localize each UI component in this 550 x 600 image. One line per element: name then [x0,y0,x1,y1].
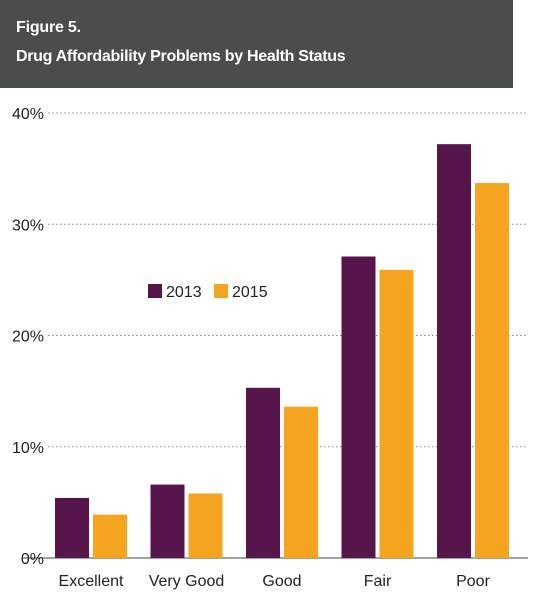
y-axis-ticks: 0% 10% 20% 30% 40% [12,106,44,568]
y-tick-label: 40% [12,106,44,123]
x-tick-label: Fair [364,573,392,590]
bar-2015-excellent [93,514,127,558]
x-tick-label: Excellent [59,573,124,590]
legend: 2013 2015 [148,284,268,301]
bar-2013-poor [437,144,471,558]
legend-label: 2015 [232,284,268,301]
figure-label: Figure 5. [16,19,81,36]
bar-2015-very-good [188,493,223,558]
x-axis-ticks: Excellent Very Good Good Fair Poor [59,573,491,590]
y-tick-label: 10% [12,440,44,457]
legend-label: 2013 [166,284,202,301]
y-tick-label: 30% [12,217,44,234]
bar-2015-fair [379,269,414,558]
y-tick-label: 20% [12,329,44,346]
bar-2013-fair [341,256,376,558]
legend-swatch-2013 [148,284,162,298]
x-tick-label: Good [262,573,301,590]
legend-swatch-2015 [214,284,228,298]
bar-2013-good [246,387,280,558]
bars [55,144,509,558]
figure-header: Figure 5. Drug Affordability Problems by… [0,0,513,88]
x-tick-label: Very Good [149,573,225,590]
x-tick-label: Poor [456,573,490,590]
bar-2015-poor [475,183,509,558]
bar-2013-excellent [55,497,89,558]
bar-2015-good [284,406,318,558]
y-tick-label: 0% [21,551,44,568]
bar-2013-very-good [150,484,185,558]
figure-title: Drug Affordability Problems by Health St… [16,48,346,65]
